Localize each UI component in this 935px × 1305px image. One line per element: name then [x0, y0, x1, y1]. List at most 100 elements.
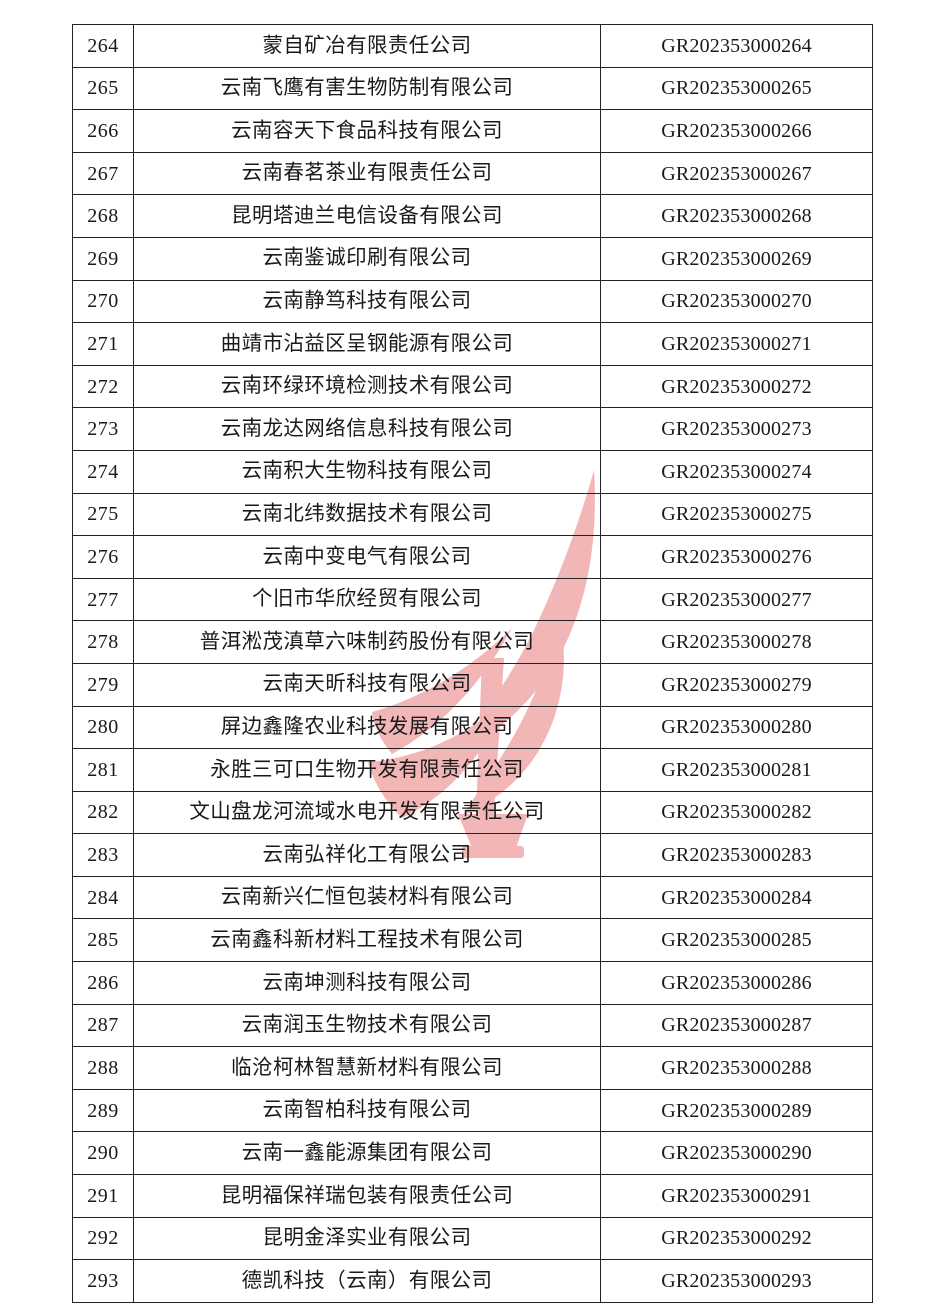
cell-company-name: 云南春茗茶业有限责任公司	[134, 152, 601, 195]
cell-index: 282	[73, 791, 134, 834]
table-row: 291昆明福保祥瑞包装有限责任公司GR202353000291	[73, 1175, 873, 1218]
cell-index: 268	[73, 195, 134, 238]
table-row: 286云南坤测科技有限公司GR202353000286	[73, 962, 873, 1005]
cell-company-name: 昆明金泽实业有限公司	[134, 1217, 601, 1260]
cell-certificate-number: GR202353000287	[601, 1004, 873, 1047]
table-row: 285云南鑫科新材料工程技术有限公司GR202353000285	[73, 919, 873, 962]
cell-company-name: 曲靖市沾益区呈钢能源有限公司	[134, 323, 601, 366]
cell-certificate-number: GR202353000265	[601, 67, 873, 110]
cell-certificate-number: GR202353000269	[601, 237, 873, 280]
cell-company-name: 昆明福保祥瑞包装有限责任公司	[134, 1175, 601, 1218]
table-row: 270云南静笃科技有限公司GR202353000270	[73, 280, 873, 323]
cell-index: 267	[73, 152, 134, 195]
table-row: 287云南润玉生物技术有限公司GR202353000287	[73, 1004, 873, 1047]
cell-company-name: 云南弘祥化工有限公司	[134, 834, 601, 877]
cell-index: 273	[73, 408, 134, 451]
table-row: 274云南积大生物科技有限公司GR202353000274	[73, 450, 873, 493]
table-row: 268昆明塔迪兰电信设备有限公司GR202353000268	[73, 195, 873, 238]
cell-index: 284	[73, 876, 134, 919]
cell-index: 275	[73, 493, 134, 536]
table-row: 283云南弘祥化工有限公司GR202353000283	[73, 834, 873, 877]
cell-index: 264	[73, 25, 134, 68]
cell-certificate-number: GR202353000266	[601, 110, 873, 153]
cell-certificate-number: GR202353000264	[601, 25, 873, 68]
cell-company-name: 云南鉴诚印刷有限公司	[134, 237, 601, 280]
cell-index: 278	[73, 621, 134, 664]
cell-index: 290	[73, 1132, 134, 1175]
cell-certificate-number: GR202353000276	[601, 536, 873, 579]
table-row: 265云南飞鹰有害生物防制有限公司GR202353000265	[73, 67, 873, 110]
table-row: 278普洱淞茂滇草六味制药股份有限公司GR202353000278	[73, 621, 873, 664]
cell-index: 277	[73, 578, 134, 621]
cell-company-name: 云南润玉生物技术有限公司	[134, 1004, 601, 1047]
cell-index: 287	[73, 1004, 134, 1047]
cell-certificate-number: GR202353000274	[601, 450, 873, 493]
cell-certificate-number: GR202353000283	[601, 834, 873, 877]
table-row: 293德凯科技（云南）有限公司GR202353000293	[73, 1260, 873, 1303]
cell-certificate-number: GR202353000291	[601, 1175, 873, 1218]
cell-certificate-number: GR202353000272	[601, 365, 873, 408]
cell-company-name: 昆明塔迪兰电信设备有限公司	[134, 195, 601, 238]
table-row: 288临沧柯林智慧新材料有限公司GR202353000288	[73, 1047, 873, 1090]
cell-certificate-number: GR202353000279	[601, 663, 873, 706]
document-page: 264蒙自矿冶有限责任公司GR202353000264265云南飞鹰有害生物防制…	[0, 0, 935, 1305]
cell-certificate-number: GR202353000286	[601, 962, 873, 1005]
table-row: 277个旧市华欣经贸有限公司GR202353000277	[73, 578, 873, 621]
table-row: 289云南智柏科技有限公司GR202353000289	[73, 1089, 873, 1132]
table-row: 264蒙自矿冶有限责任公司GR202353000264	[73, 25, 873, 68]
cell-index: 285	[73, 919, 134, 962]
cell-index: 276	[73, 536, 134, 579]
cell-index: 266	[73, 110, 134, 153]
cell-certificate-number: GR202353000281	[601, 749, 873, 792]
cell-company-name: 临沧柯林智慧新材料有限公司	[134, 1047, 601, 1090]
table-row: 267云南春茗茶业有限责任公司GR202353000267	[73, 152, 873, 195]
table-row: 266云南容天下食品科技有限公司GR202353000266	[73, 110, 873, 153]
cell-index: 288	[73, 1047, 134, 1090]
table-row: 284云南新兴仁恒包装材料有限公司GR202353000284	[73, 876, 873, 919]
table-row: 272云南环绿环境检测技术有限公司GR202353000272	[73, 365, 873, 408]
cell-index: 280	[73, 706, 134, 749]
cell-company-name: 云南容天下食品科技有限公司	[134, 110, 601, 153]
cell-certificate-number: GR202353000293	[601, 1260, 873, 1303]
table-row: 279云南天昕科技有限公司GR202353000279	[73, 663, 873, 706]
cell-index: 265	[73, 67, 134, 110]
table-row: 273云南龙达网络信息科技有限公司GR202353000273	[73, 408, 873, 451]
cell-certificate-number: GR202353000273	[601, 408, 873, 451]
cell-index: 272	[73, 365, 134, 408]
cell-index: 289	[73, 1089, 134, 1132]
cell-certificate-number: GR202353000288	[601, 1047, 873, 1090]
cell-company-name: 德凯科技（云南）有限公司	[134, 1260, 601, 1303]
cell-certificate-number: GR202353000275	[601, 493, 873, 536]
cell-index: 292	[73, 1217, 134, 1260]
cell-company-name: 永胜三可口生物开发有限责任公司	[134, 749, 601, 792]
table-row: 269云南鉴诚印刷有限公司GR202353000269	[73, 237, 873, 280]
certified-company-table: 264蒙自矿冶有限责任公司GR202353000264265云南飞鹰有害生物防制…	[72, 24, 873, 1303]
cell-certificate-number: GR202353000282	[601, 791, 873, 834]
cell-index: 269	[73, 237, 134, 280]
table-row: 280屏边鑫隆农业科技发展有限公司GR202353000280	[73, 706, 873, 749]
table-row: 275云南北纬数据技术有限公司GR202353000275	[73, 493, 873, 536]
cell-company-name: 云南坤测科技有限公司	[134, 962, 601, 1005]
table-body: 264蒙自矿冶有限责任公司GR202353000264265云南飞鹰有害生物防制…	[73, 25, 873, 1303]
cell-certificate-number: GR202353000277	[601, 578, 873, 621]
cell-company-name: 屏边鑫隆农业科技发展有限公司	[134, 706, 601, 749]
cell-company-name: 普洱淞茂滇草六味制药股份有限公司	[134, 621, 601, 664]
cell-certificate-number: GR202353000268	[601, 195, 873, 238]
cell-certificate-number: GR202353000278	[601, 621, 873, 664]
cell-certificate-number: GR202353000284	[601, 876, 873, 919]
cell-certificate-number: GR202353000292	[601, 1217, 873, 1260]
table-row: 281永胜三可口生物开发有限责任公司GR202353000281	[73, 749, 873, 792]
cell-company-name: 云南龙达网络信息科技有限公司	[134, 408, 601, 451]
table-row: 271曲靖市沾益区呈钢能源有限公司GR202353000271	[73, 323, 873, 366]
table-row: 282文山盘龙河流域水电开发有限责任公司GR202353000282	[73, 791, 873, 834]
cell-company-name: 蒙自矿冶有限责任公司	[134, 25, 601, 68]
cell-company-name: 云南积大生物科技有限公司	[134, 450, 601, 493]
table-row: 276云南中变电气有限公司GR202353000276	[73, 536, 873, 579]
cell-certificate-number: GR202353000289	[601, 1089, 873, 1132]
cell-index: 291	[73, 1175, 134, 1218]
cell-index: 270	[73, 280, 134, 323]
cell-certificate-number: GR202353000290	[601, 1132, 873, 1175]
cell-certificate-number: GR202353000271	[601, 323, 873, 366]
cell-company-name: 云南智柏科技有限公司	[134, 1089, 601, 1132]
cell-index: 271	[73, 323, 134, 366]
